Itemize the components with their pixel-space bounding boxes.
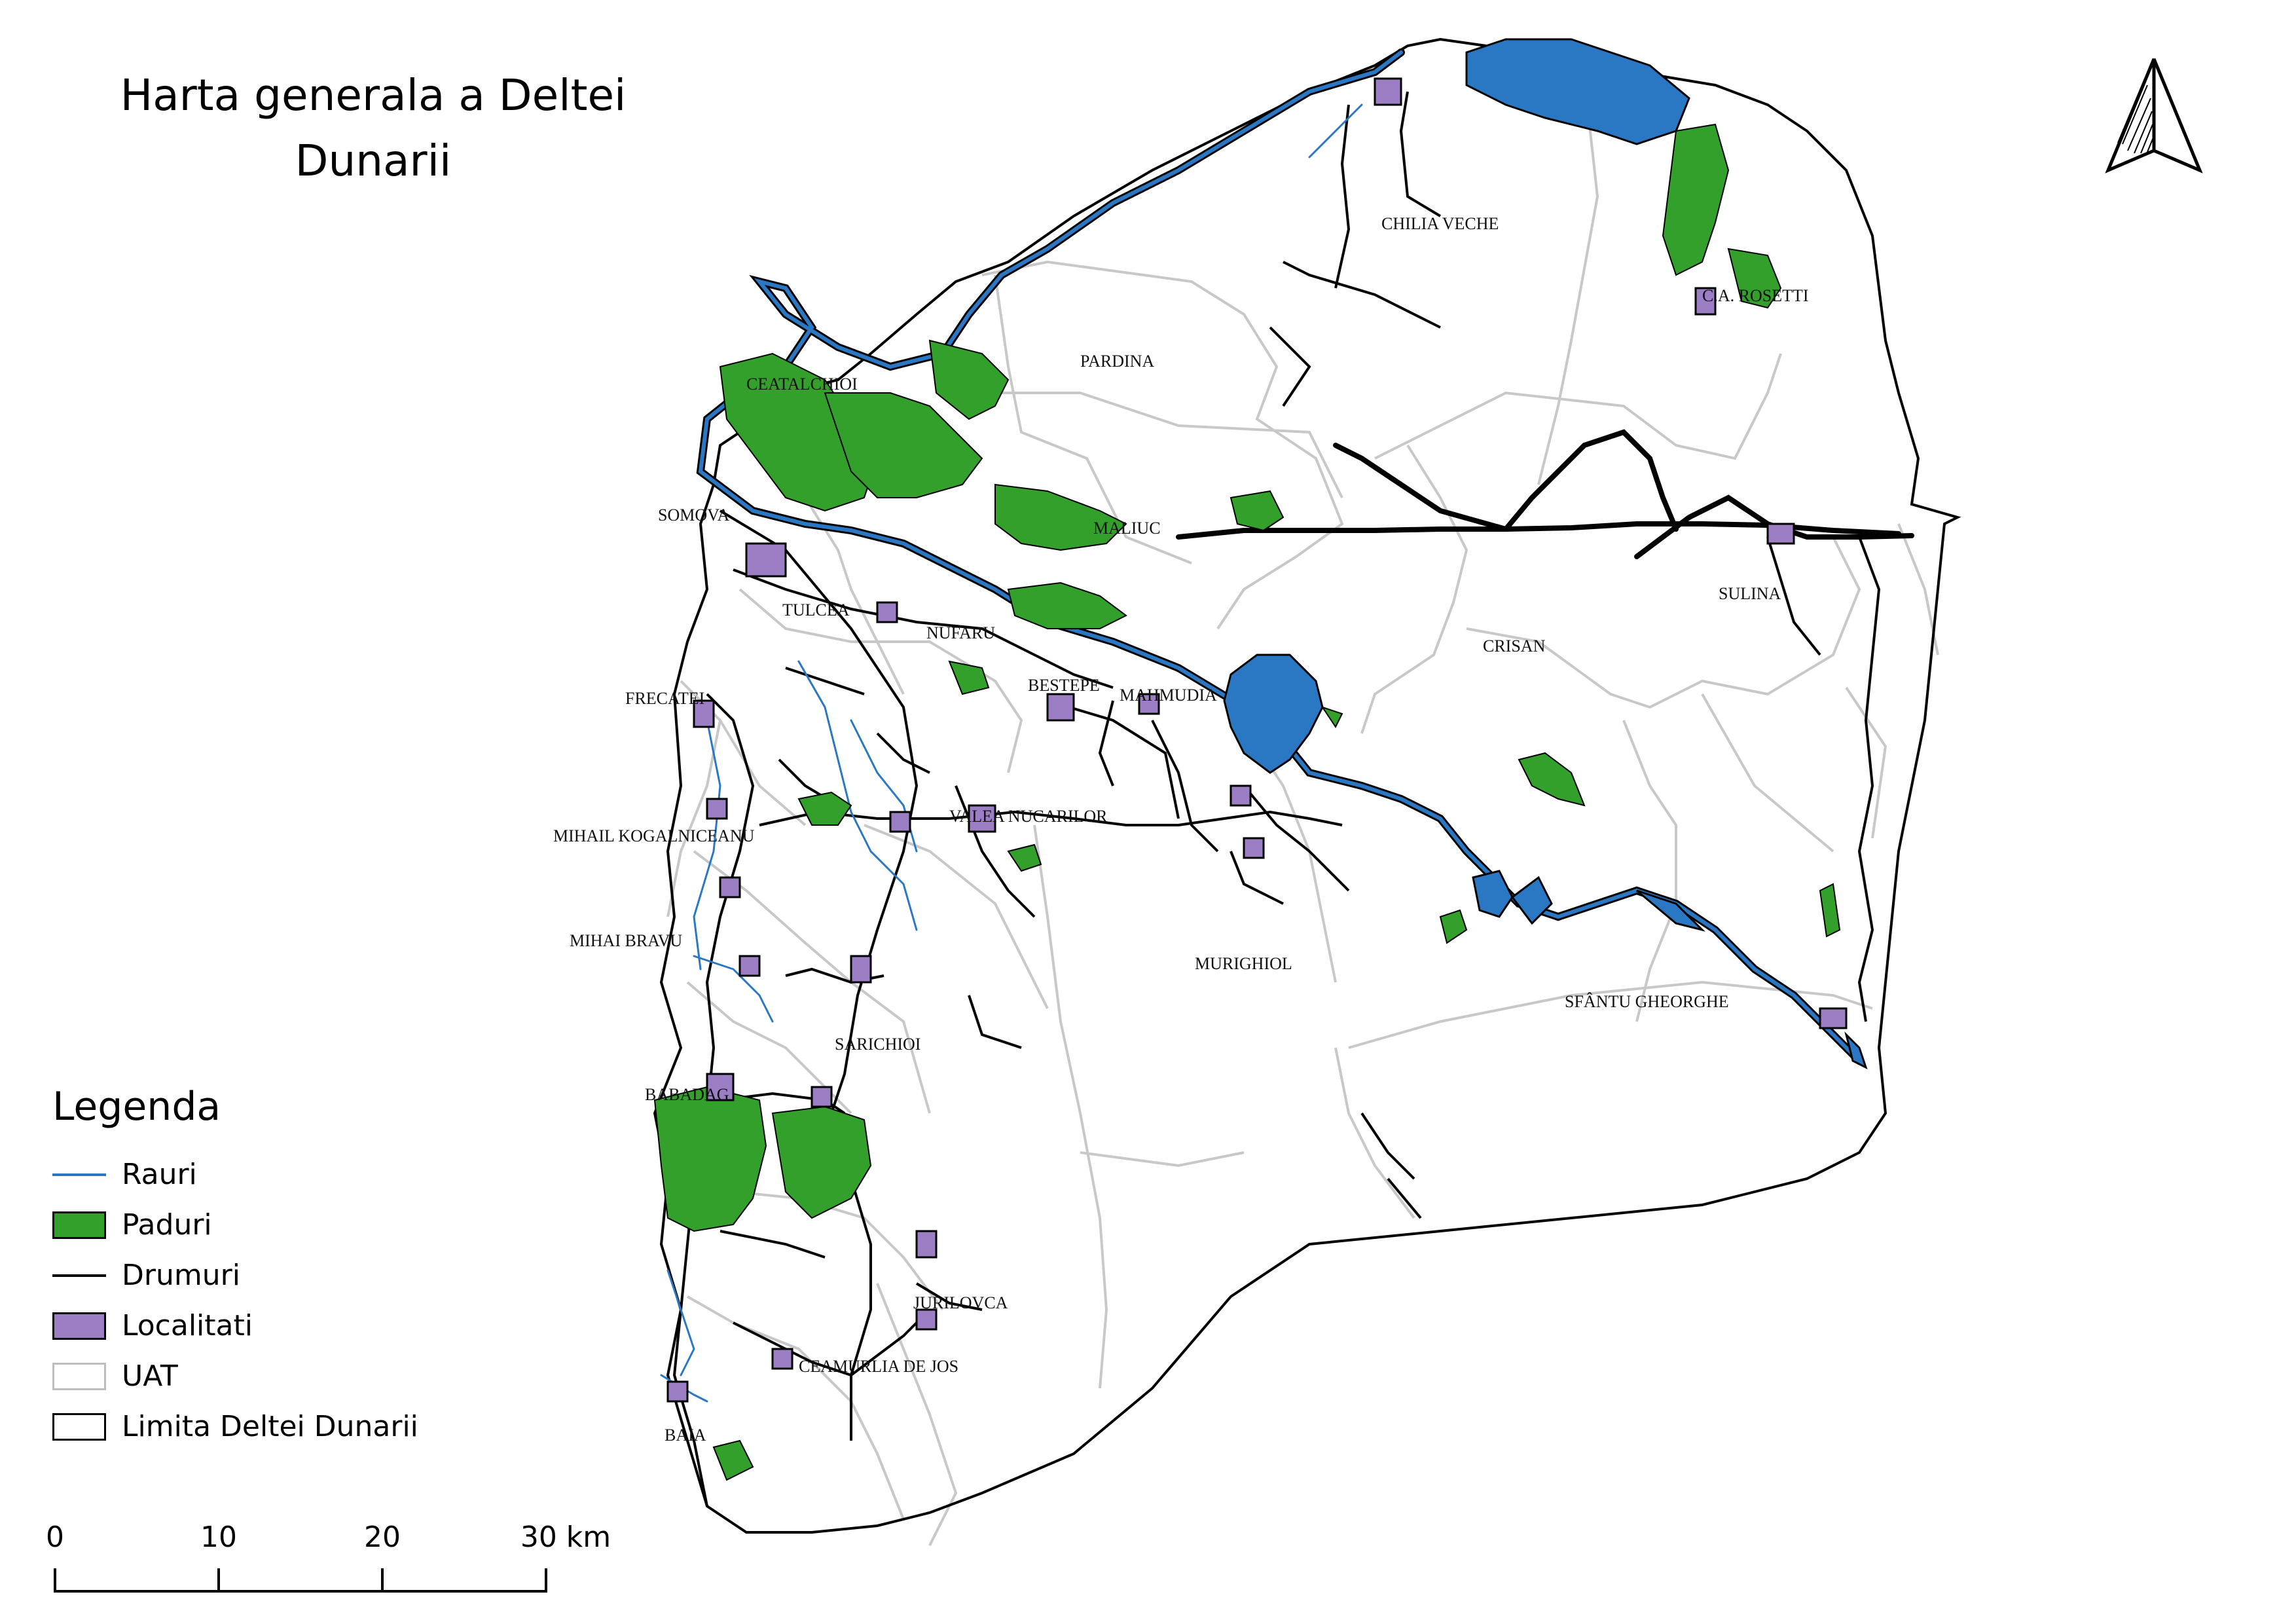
legend-label: Paduri bbox=[122, 1208, 212, 1242]
place-label-mahmudia: MAHMUDIA bbox=[1120, 686, 1217, 705]
place-label-valea-nucarilor: VALEA NUCARILOR bbox=[949, 807, 1108, 826]
scale-bar bbox=[54, 1568, 547, 1593]
place-label-babadag: BABADAG bbox=[645, 1085, 729, 1104]
legend-item-rauri: Rauri bbox=[52, 1149, 418, 1200]
legend-label: Rauri bbox=[122, 1158, 197, 1191]
scale-label-0: 0 bbox=[46, 1521, 64, 1554]
settlements bbox=[666, 77, 1848, 1403]
legend-label: UAT bbox=[122, 1359, 178, 1393]
place-label-murighiol: MURIGHIOL bbox=[1195, 954, 1292, 973]
scale-label-30-km: 30 km bbox=[520, 1521, 611, 1554]
place-label-sulina: SULINA bbox=[1719, 584, 1781, 603]
scale-label-20: 20 bbox=[364, 1521, 401, 1554]
place-label-chilia-veche: CHILIA VECHE bbox=[1381, 214, 1499, 233]
place-label-baia: BAIA bbox=[665, 1426, 706, 1445]
legend: Legenda Rauri Paduri Drumuri Localitati … bbox=[52, 1084, 418, 1452]
place-label-crisan: CRISAN bbox=[1483, 637, 1546, 655]
rivers bbox=[660, 48, 1914, 1403]
legend-swatch-rauri bbox=[52, 1173, 106, 1176]
map-title-line-2: Dunarii bbox=[295, 136, 452, 186]
place-label-somova: SOMOVA bbox=[658, 506, 730, 525]
place-label-sfantu-gheorghe: SFÂNTU GHEORGHE bbox=[1565, 992, 1729, 1011]
map-title-line-1: Harta generala a Deltei bbox=[120, 70, 627, 120]
place-label-frecatei: FRECATEI bbox=[625, 689, 704, 708]
legend-item-localitati: Localitati bbox=[52, 1301, 418, 1351]
place-label-ceamurlia-de-jos: CEAMURLIA DE JOS bbox=[799, 1357, 958, 1376]
legend-swatch-uat bbox=[52, 1362, 106, 1390]
place-label-mihail-kogalniceanu: MIHAIL KOGALNICEANU bbox=[553, 826, 755, 845]
legend-swatch-paduri bbox=[52, 1211, 106, 1239]
place-label-maliuc: MALIUC bbox=[1093, 519, 1161, 538]
place-label-tulcea: TULCEA bbox=[782, 600, 850, 619]
place-label-bestepe: BESTEPE bbox=[1028, 676, 1100, 695]
legend-label: Limita Deltei Dunarii bbox=[122, 1410, 418, 1443]
place-label-pardina: PARDINA bbox=[1080, 352, 1154, 371]
place-label-sarichioi: SARICHIOI bbox=[835, 1035, 920, 1054]
legend-item-limita-deltei: Limita Deltei Dunarii bbox=[52, 1401, 418, 1452]
legend-swatch-drumuri bbox=[52, 1274, 106, 1277]
place-labels: CHILIA VECHE CEATALCHIOI PARDINA SOMOVA … bbox=[553, 214, 1809, 1445]
place-label-ca-rosetti: C.A. ROSETTI bbox=[1702, 286, 1809, 305]
legend-item-uat: UAT bbox=[52, 1351, 418, 1401]
forests bbox=[653, 123, 1841, 1481]
legend-label: Localitati bbox=[122, 1309, 253, 1342]
legend-item-drumuri: Drumuri bbox=[52, 1250, 418, 1301]
scale-label-10: 10 bbox=[200, 1521, 237, 1554]
north-arrow-icon bbox=[2105, 58, 2203, 174]
uat-boundaries bbox=[666, 78, 1939, 1546]
legend-swatch-localitati bbox=[52, 1312, 106, 1340]
legend-title: Legenda bbox=[52, 1084, 221, 1130]
legend-label: Drumuri bbox=[122, 1259, 240, 1292]
place-label-jurilovca: JURILOVCA bbox=[913, 1293, 1008, 1312]
place-label-nufaru: NUFARU bbox=[926, 623, 995, 642]
place-label-mihai-bravu: MIHAI BRAVU bbox=[570, 931, 682, 950]
place-label-ceatalchioi: CEATALCHIOI bbox=[746, 375, 858, 394]
legend-swatch-limita-deltei bbox=[52, 1412, 106, 1441]
map-title: Harta generala a Deltei Dunarii bbox=[65, 63, 681, 194]
legend-item-paduri: Paduri bbox=[52, 1200, 418, 1250]
water-bodies bbox=[1223, 38, 1868, 1069]
